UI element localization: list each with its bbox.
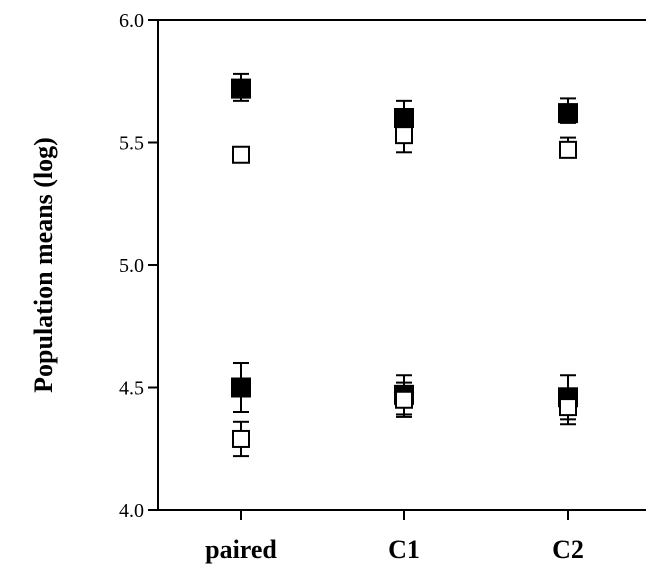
open-square-point bbox=[232, 429, 250, 448]
x-category-labels: paired C1 C2 bbox=[205, 510, 584, 564]
open-square-point bbox=[395, 390, 413, 409]
open-square-point bbox=[395, 126, 413, 145]
y-tick-label: 4.5 bbox=[119, 378, 144, 400]
x-category-label: paired bbox=[205, 535, 277, 564]
filled-square-point bbox=[231, 377, 251, 398]
open-square-point bbox=[559, 140, 577, 159]
data-marks bbox=[231, 72, 578, 458]
y-ticks: 4.0 4.5 5.0 5.5 6.0 bbox=[119, 10, 158, 522]
filled-square-point bbox=[231, 78, 251, 99]
filled-square-point bbox=[558, 103, 578, 124]
y-tick-label: 5.0 bbox=[119, 255, 144, 277]
y-tick-label: 6.0 bbox=[119, 10, 144, 32]
x-category-label: C1 bbox=[388, 535, 420, 564]
y-tick-label: 4.0 bbox=[119, 500, 144, 522]
y-tick-label: 5.5 bbox=[119, 133, 144, 155]
x-category-label: C2 bbox=[552, 535, 584, 564]
open-square-point bbox=[232, 145, 250, 164]
open-square-point bbox=[559, 398, 577, 417]
y-axis-title: Population means (log) bbox=[29, 137, 58, 393]
